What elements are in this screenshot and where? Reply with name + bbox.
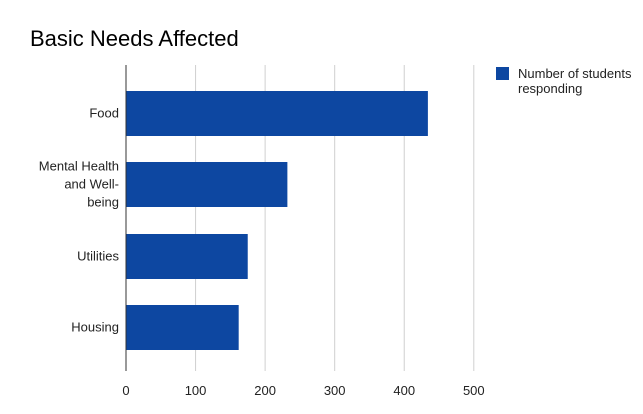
x-tick-label: 300 <box>324 383 346 398</box>
x-tick-label: 500 <box>463 383 485 398</box>
bar <box>126 162 288 207</box>
category-label: Mental Health and Well-being <box>39 159 119 210</box>
bars <box>126 91 428 350</box>
category-label: Food <box>89 106 119 121</box>
category-label: Utilities <box>77 249 119 264</box>
x-tick-label: 0 <box>122 383 129 398</box>
category-label: Housing <box>71 320 119 335</box>
legend: Number of students responding <box>496 66 632 96</box>
chart-title: Basic Needs Affected <box>30 26 239 51</box>
legend-swatch <box>496 67 509 80</box>
x-tick-label: 400 <box>393 383 415 398</box>
legend-label-line-1: Number of students <box>518 66 632 81</box>
bar <box>126 91 428 136</box>
axes: 0 100 200 300 400 500 Food Mental Health and Wel… <box>39 65 485 398</box>
bar <box>126 234 248 279</box>
x-tick-label: 100 <box>185 383 207 398</box>
legend-label-line-2: responding <box>518 81 582 96</box>
bar <box>126 305 239 350</box>
x-tick-label: 200 <box>254 383 276 398</box>
